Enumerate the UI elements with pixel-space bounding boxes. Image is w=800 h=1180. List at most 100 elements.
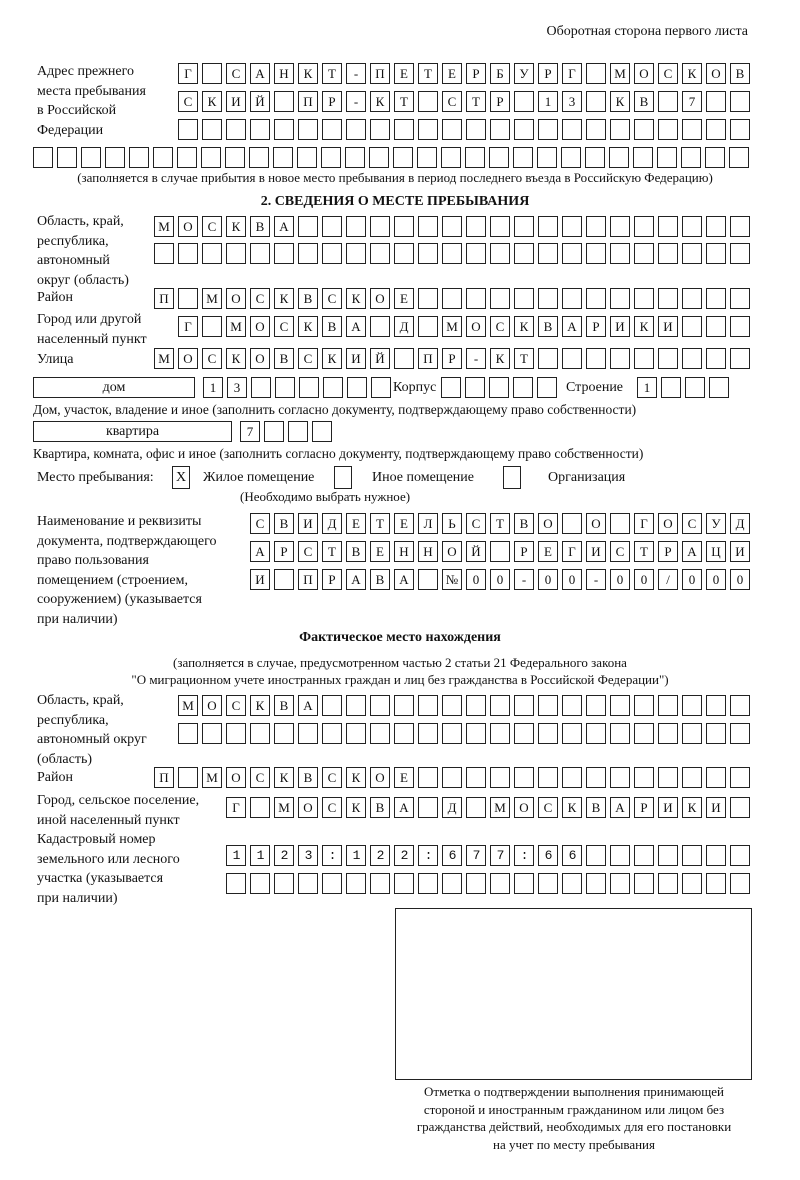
letter-cell[interactable] — [562, 845, 582, 866]
letter-cell[interactable]: М — [178, 695, 198, 716]
letter-cell[interactable] — [537, 377, 557, 398]
letter-cell[interactable] — [490, 216, 510, 237]
letter-cell[interactable] — [562, 873, 582, 894]
letter-cell[interactable] — [730, 216, 750, 237]
letter-cell[interactable]: М — [154, 216, 174, 237]
letter-cell[interactable] — [202, 723, 222, 744]
letter-cell[interactable] — [586, 63, 606, 84]
letter-cell[interactable] — [178, 119, 198, 140]
letter-cell[interactable]: К — [274, 767, 294, 788]
letter-cell[interactable] — [323, 377, 343, 398]
letter-cell[interactable] — [586, 216, 606, 237]
letter-cell[interactable]: 0 — [706, 569, 726, 590]
letter-cell[interactable] — [610, 767, 630, 788]
house-type-field[interactable]: дом — [33, 377, 195, 398]
letter-cell[interactable]: С — [202, 348, 222, 369]
letter-cell[interactable]: О — [178, 348, 198, 369]
letter-cell[interactable]: А — [250, 63, 270, 84]
letter-cell[interactable]: В — [274, 695, 294, 716]
letter-cell[interactable]: Т — [490, 513, 510, 534]
letter-cell[interactable] — [682, 216, 702, 237]
letter-cell[interactable] — [298, 873, 318, 894]
letter-cell[interactable] — [346, 873, 366, 894]
letter-cell[interactable]: Е — [442, 63, 462, 84]
letter-cell[interactable] — [730, 723, 750, 744]
letter-cell[interactable]: М — [226, 316, 246, 337]
letter-cell[interactable] — [490, 845, 510, 866]
letter-cell[interactable] — [706, 845, 726, 866]
letter-cell[interactable] — [633, 147, 653, 168]
letter-cell[interactable] — [538, 216, 558, 237]
letter-cell[interactable]: М — [442, 316, 462, 337]
letter-cell[interactable] — [538, 288, 558, 309]
letter-cell[interactable] — [537, 147, 557, 168]
letter-cell[interactable] — [322, 695, 342, 716]
checkbox-residential[interactable]: X — [172, 466, 190, 489]
letter-cell[interactable] — [730, 873, 750, 894]
letter-cell[interactable]: О — [706, 63, 726, 84]
letter-cell[interactable] — [250, 723, 270, 744]
letter-cell[interactable]: В — [370, 569, 390, 590]
letter-cell[interactable] — [226, 845, 246, 866]
letter-cell[interactable]: О — [586, 513, 606, 534]
letter-cell[interactable] — [153, 147, 173, 168]
letter-cell[interactable]: Д — [322, 513, 342, 534]
letter-cell[interactable]: И — [586, 541, 606, 562]
letter-cell[interactable] — [394, 695, 414, 716]
letter-cell[interactable] — [489, 147, 509, 168]
letter-cell[interactable] — [105, 147, 125, 168]
letter-cell[interactable] — [658, 288, 678, 309]
letter-cell[interactable] — [298, 216, 318, 237]
letter-cell[interactable] — [586, 845, 606, 866]
letter-cell[interactable]: К — [274, 288, 294, 309]
letter-cell[interactable] — [634, 723, 654, 744]
letter-cell[interactable]: С — [658, 63, 678, 84]
letter-cell[interactable] — [442, 767, 462, 788]
letter-cell[interactable] — [394, 723, 414, 744]
letter-cell[interactable]: 0 — [538, 569, 558, 590]
letter-cell[interactable] — [442, 695, 462, 716]
letter-cell[interactable] — [274, 119, 294, 140]
letter-cell[interactable] — [514, 288, 534, 309]
letter-cell[interactable]: М — [274, 797, 294, 818]
letter-cell[interactable]: П — [154, 288, 174, 309]
letter-cell[interactable] — [250, 873, 270, 894]
letter-cell[interactable]: Г — [178, 316, 198, 337]
letter-cell[interactable] — [682, 695, 702, 716]
letter-cell[interactable] — [418, 695, 438, 716]
letter-cell[interactable]: П — [154, 767, 174, 788]
letter-cell[interactable] — [273, 147, 293, 168]
letter-cell[interactable] — [346, 723, 366, 744]
letter-cell[interactable] — [418, 288, 438, 309]
letter-cell[interactable]: А — [394, 797, 414, 818]
letter-cell[interactable] — [730, 767, 750, 788]
letter-cell[interactable]: 0 — [562, 569, 582, 590]
letter-cell[interactable] — [251, 377, 271, 398]
letter-cell[interactable] — [586, 873, 606, 894]
letter-cell[interactable]: Г — [562, 63, 582, 84]
letter-cell[interactable] — [730, 695, 750, 716]
letter-cell[interactable]: М — [202, 288, 222, 309]
checkbox-organization[interactable] — [503, 466, 521, 489]
letter-cell[interactable] — [513, 377, 533, 398]
letter-cell[interactable] — [370, 243, 390, 264]
letter-cell[interactable] — [729, 147, 749, 168]
letter-cell[interactable] — [178, 243, 198, 264]
letter-cell[interactable] — [394, 348, 414, 369]
letter-cell[interactable] — [418, 767, 438, 788]
letter-cell[interactable] — [586, 119, 606, 140]
letter-cell[interactable]: С — [538, 797, 558, 818]
letter-cell[interactable] — [634, 845, 654, 866]
letter-cell[interactable]: А — [346, 316, 366, 337]
letter-cell[interactable] — [81, 147, 101, 168]
letter-cell[interactable]: Е — [394, 767, 414, 788]
letter-cell[interactable]: С — [442, 91, 462, 112]
letter-cell[interactable] — [225, 147, 245, 168]
letter-cell[interactable]: 1 — [538, 91, 558, 112]
letter-cell[interactable] — [586, 348, 606, 369]
letter-cell[interactable] — [609, 147, 629, 168]
letter-cell[interactable]: А — [394, 569, 414, 590]
letter-cell[interactable]: В — [322, 316, 342, 337]
letter-cell[interactable] — [322, 119, 342, 140]
letter-cell[interactable] — [705, 147, 725, 168]
